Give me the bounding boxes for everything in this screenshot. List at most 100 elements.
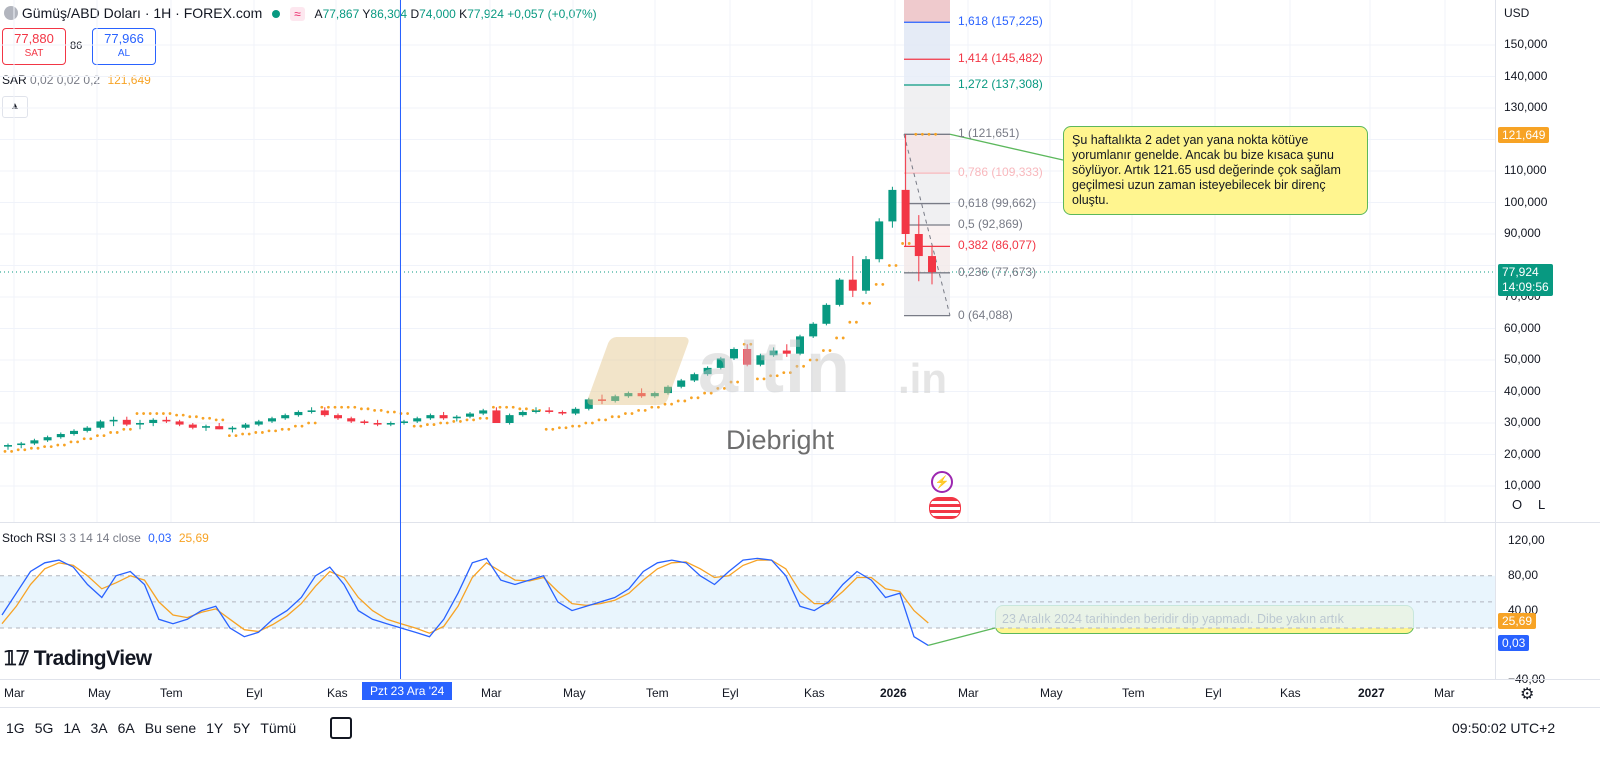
stoch-rsi-d-line (1, 559, 929, 634)
candle-body (466, 413, 474, 417)
sar-dot (808, 358, 812, 362)
rsi-k-tag: 0,03 (1498, 635, 1530, 651)
sar-dot (723, 386, 726, 390)
collapse-legend-button[interactable]: ▲ (2, 96, 28, 118)
sar-dot (122, 427, 126, 431)
scale-l-button[interactable]: L (1538, 497, 1546, 512)
sar-dot (927, 132, 931, 136)
sar-dot (591, 421, 594, 425)
sar-dot (650, 405, 654, 409)
timeframe-button[interactable]: 1G (6, 720, 25, 736)
pane-divider[interactable] (0, 522, 1600, 523)
candle-body (268, 418, 276, 422)
candle-body (545, 410, 554, 412)
price-chart[interactable] (0, 0, 1495, 522)
candle-body (334, 415, 342, 419)
tradingview-logo[interactable]: 𝟙𝟟 TradingView (4, 647, 152, 670)
time-tick: Eyl (1205, 686, 1222, 700)
candle-body (241, 424, 250, 428)
date-marker-line[interactable] (400, 0, 401, 680)
timeframe-button[interactable]: Bu sene (144, 720, 197, 736)
timeframe-button[interactable]: 3A (90, 720, 108, 736)
candle-body (122, 419, 131, 425)
time-axis[interactable]: Mar May Tem Eyl Kas Pzt 23 Ara '24 Mar May Tem Ey… (0, 679, 1600, 708)
sar-dot (901, 242, 904, 245)
time-tick: Kas (804, 686, 825, 700)
watermark-suffix: .in (898, 355, 947, 402)
time-tick: Eyl (722, 686, 739, 700)
goto-date-calendar-icon[interactable] (330, 717, 352, 739)
sar-dot (439, 421, 442, 425)
candle-body (769, 350, 778, 356)
scale-o-button[interactable]: O (1512, 497, 1523, 512)
rsi-axis[interactable]: 120,00 80,00 40,00 −40,00 25,69 0,03 (1495, 523, 1600, 686)
sar-dot (148, 412, 152, 415)
symbol-title[interactable]: Gümüş/ABD Doları · 1H · FOREX.com (21, 5, 263, 21)
sar-dot (175, 413, 179, 417)
sar-dot (115, 431, 119, 434)
time-tick: May (88, 686, 111, 700)
candle-body (162, 419, 171, 422)
fib-label: 0,382 (86,077) (958, 238, 1037, 253)
currency-label[interactable]: USD (1504, 6, 1530, 20)
sar-dot (214, 418, 218, 422)
timeframe-button[interactable]: Tümü (260, 720, 297, 736)
timeframe-button[interactable]: 5G (34, 720, 54, 736)
sar-dot (426, 423, 429, 426)
sar-dot (181, 413, 185, 417)
sar-dot (888, 264, 891, 267)
price-axis[interactable]: USD 150,000 140,000 130,000 110,000 100,000 9… (1495, 0, 1600, 522)
sar-dot (419, 424, 423, 428)
sar-dot (43, 445, 46, 449)
sar-dot (617, 415, 621, 419)
sar-dot (247, 432, 251, 436)
sar-dot (676, 399, 680, 403)
clock[interactable]: 09:50:02 UTC+2 (1452, 720, 1556, 736)
buy-button[interactable]: 77,966 AL (92, 28, 156, 65)
timeframe-button[interactable]: 1Y (206, 720, 224, 736)
sar-dot (729, 380, 733, 384)
sar-dot (307, 421, 310, 425)
time-tick: Kas (1280, 686, 1301, 700)
sar-dot (610, 415, 614, 419)
sar-dot (762, 377, 766, 381)
sar-dot (280, 427, 284, 431)
rsi-tick: 120,00 (1508, 533, 1545, 547)
settings-gear-icon[interactable]: ⚙ (1520, 686, 1535, 703)
time-tick: Mar (481, 686, 502, 700)
timeframe-button[interactable]: 6A (117, 720, 135, 736)
timeframe-button[interactable]: 1A (63, 720, 81, 736)
sar-dot (907, 242, 911, 245)
date-marker-tag: Pzt 23 Ara '24 (362, 682, 453, 700)
candle-body (307, 410, 316, 412)
watermark-logo-icon (585, 337, 691, 405)
sar-dot (571, 424, 574, 428)
fib-band (904, 134, 950, 174)
annotation-note-main[interactable]: Şu haftalıkta 2 adet yan yana nokta kötü… (1063, 126, 1368, 215)
candle-body (518, 411, 527, 416)
timeframe-button[interactable]: 5Y (233, 720, 251, 736)
sar-dot (577, 424, 581, 428)
price-tick: 40,000 (1504, 383, 1541, 398)
sar-dot (16, 448, 20, 452)
sar-dot (492, 405, 495, 409)
sar-dot (624, 412, 627, 415)
stoch-rsi-chart[interactable] (0, 523, 1495, 679)
sell-button[interactable]: 77,880 SAT (2, 28, 66, 65)
sar-dot (828, 349, 832, 352)
candle-body (637, 393, 646, 397)
chart-header: Gümüş/ABD Doları · 1H · FOREX.com ≈ A77,… (4, 5, 597, 21)
sar-dot (353, 405, 357, 409)
fib-label: 0 (64,088) (958, 307, 1013, 322)
candle-body (796, 336, 804, 354)
candle-body (400, 421, 408, 423)
candle-body (320, 410, 329, 416)
lightning-event-icon[interactable]: ⚡ (931, 471, 953, 493)
sar-dot (789, 371, 792, 374)
candle-body (703, 367, 712, 375)
us-flag-event-icon[interactable] (929, 497, 961, 519)
fib-band (904, 59, 950, 85)
sar-price-tag: 121,649 (1498, 127, 1550, 143)
sar-dot (162, 412, 165, 415)
fib-label: 1,414 (145,482) (958, 51, 1043, 66)
